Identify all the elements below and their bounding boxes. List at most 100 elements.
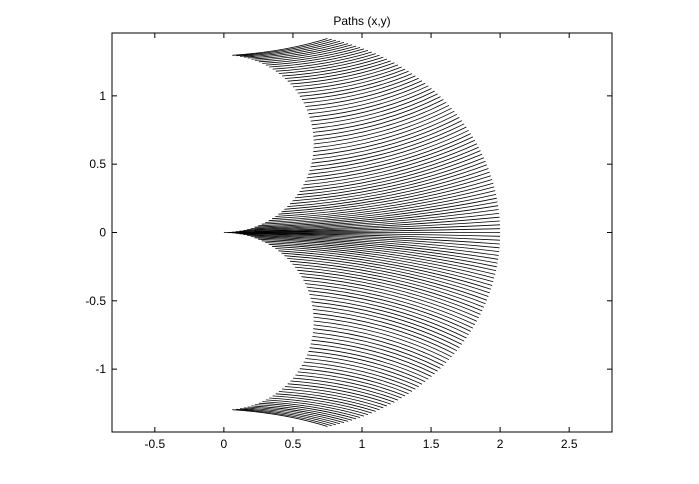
path-line [299,146,479,192]
path-line [301,73,413,100]
path-line [278,391,380,411]
path-line [281,171,490,213]
path-line [290,380,395,403]
path-line [312,113,458,156]
path-line [235,232,500,245]
y-tick-label: 0 [99,226,106,240]
path-line [250,205,499,229]
path-line [255,44,353,61]
path-line [265,242,496,275]
path-line [313,316,452,358]
path-line [311,120,462,164]
path-line [303,361,416,390]
path-line [275,393,376,412]
path-line [297,150,481,196]
path-line [265,190,496,223]
path-line [309,294,467,339]
path-line [295,374,402,399]
path-line [254,201,498,228]
path-line [292,157,485,202]
path-line [284,386,388,407]
path-line [309,126,467,171]
path-line [268,186,495,222]
path-line [232,409,328,427]
path-line [239,216,500,232]
path-line [301,276,478,322]
path-line [312,93,438,129]
path-line [292,263,485,308]
path-line [287,164,488,207]
path-line [305,358,419,388]
path-line [306,80,423,111]
path-line [287,60,391,82]
path-line [290,62,395,85]
path-line [271,245,494,283]
path-line [295,66,402,91]
path-line [312,336,438,372]
path-line [313,101,447,141]
path-line [313,104,450,145]
path-line [258,238,497,268]
path-line [243,407,341,425]
path-line [308,82,426,115]
path-line [262,401,361,418]
path-line [297,269,481,315]
path-line [310,297,465,342]
path-line [301,143,478,189]
path-line [243,234,500,252]
path-line [299,368,409,395]
path-line [278,175,492,215]
path-line [294,153,483,199]
y-tick-label: 1 [99,89,106,103]
x-tick-label: -0.5 [144,437,165,451]
path-line [251,405,349,422]
path-line [243,213,500,231]
path-line [313,312,455,355]
path-line [313,328,444,366]
path-line [284,58,388,79]
path-line [240,408,336,426]
path-line [311,301,462,345]
path-line [310,343,432,377]
path-line [261,194,497,225]
path-line [261,240,497,271]
path-line [299,70,409,97]
path-line [297,371,406,397]
path-line [306,354,423,385]
x-tick-label: 1.5 [423,437,440,451]
x-tick-label: 2.5 [561,437,578,451]
path-line [311,339,435,375]
path-line [308,350,426,383]
path-line [258,45,357,63]
path-line [310,123,465,168]
path-line [297,68,406,94]
path-line [303,139,476,186]
path-line [265,399,365,417]
path-line [309,347,429,380]
path-line [308,290,469,336]
path-line [313,324,447,364]
path-line [240,39,336,57]
path-line [289,260,486,305]
path-line [275,179,493,217]
path-line [247,406,345,423]
path-line [271,182,494,220]
x-tick-label: 2 [497,437,504,451]
path-line [292,377,399,401]
path-line [311,90,435,126]
path-line [313,110,455,153]
path-line [294,266,483,312]
path-line [247,209,499,230]
y-tick-label: -0.5 [85,294,106,308]
path-line [255,404,353,421]
path-line [303,75,416,104]
path-line [281,56,384,77]
path-line [236,38,332,57]
path-line [265,48,365,66]
path-line [284,255,489,297]
path-line [254,237,498,264]
path-line [287,383,391,405]
path-line [309,85,429,118]
path-line [247,42,345,59]
path-line [303,279,476,326]
